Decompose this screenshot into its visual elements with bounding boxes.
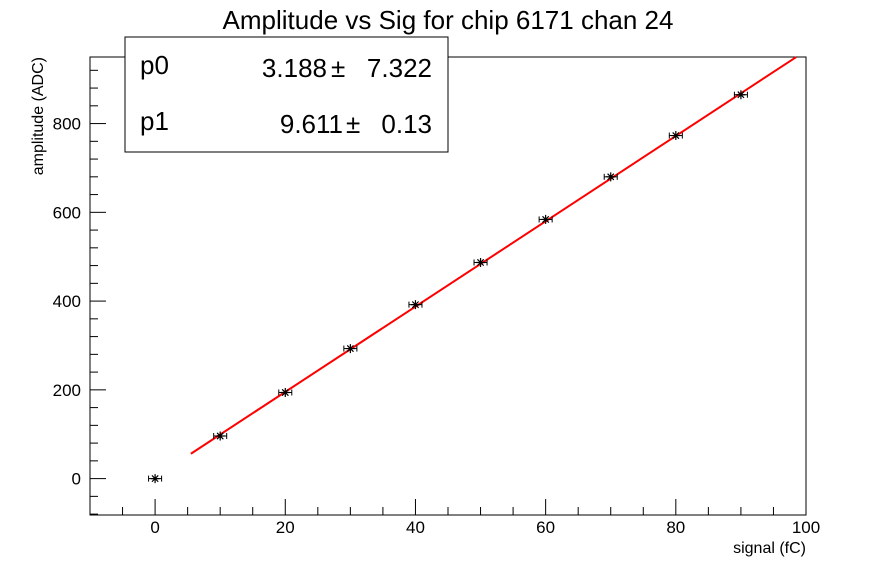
p0-error: 7.322 [367,53,432,83]
star-marker [476,257,486,267]
p0-name: p0 [140,50,169,80]
star-marker [215,431,225,441]
star-marker [606,172,616,182]
star-marker [671,131,681,141]
x-axis-tick-labels: 0 20 40 60 80 100 [150,518,820,537]
x-tick-label: 40 [406,518,425,537]
p1-name: p1 [140,106,169,136]
data-point [473,257,488,267]
x-axis-label: signal (fC) [733,540,806,557]
data-point [148,474,163,484]
y-tick-label: 200 [53,381,81,400]
y-axis-ticks [90,69,106,515]
p1-value: 9.611 [280,109,343,139]
data-point [603,172,618,182]
x-tick-label: 0 [150,518,159,537]
x-axis-ticks [89,499,807,515]
x-tick-label: 80 [666,518,685,537]
fit-line [190,56,797,455]
fit-stats-box: p0 3.188 ± 7.322 p1 9.611 ± 0.13 [124,36,449,153]
y-tick-label: 0 [72,470,81,489]
data-point [538,214,553,224]
data-point [408,300,423,310]
star-marker [280,388,290,398]
data-point [733,90,748,100]
star-marker [541,214,551,224]
y-axis-tick-labels: 0 200 400 600 800 [53,115,81,489]
data-point [668,131,683,141]
y-tick-label: 400 [53,292,81,311]
star-marker [410,300,420,310]
p1-error: 0.13 [374,109,432,139]
y-tick-label: 800 [53,115,81,134]
star-marker [150,474,160,484]
data-point [343,344,358,354]
x-tick-label: 60 [536,518,555,537]
p0-plus-minus: ± [331,53,345,83]
data-point [213,431,228,441]
chart-title: Amplitude vs Sig for chip 6171 chan 24 [223,5,674,35]
p1-plus-minus: ± [346,109,360,139]
star-marker [736,90,746,100]
y-tick-label: 600 [53,203,81,222]
y-axis-label: amplitude (ADC) [30,57,47,175]
star-marker [345,344,355,354]
stats-box-frame [124,36,449,153]
data-points [148,90,748,484]
p0-value: 3.188 [262,53,327,83]
data-point [278,388,293,398]
x-tick-label: 100 [792,518,820,537]
x-tick-label: 20 [276,518,295,537]
